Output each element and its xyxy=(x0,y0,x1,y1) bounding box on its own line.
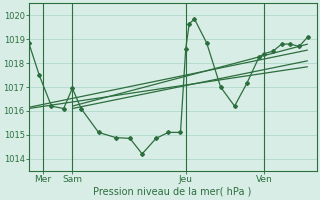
X-axis label: Pression niveau de la mer( hPa ): Pression niveau de la mer( hPa ) xyxy=(93,187,252,197)
